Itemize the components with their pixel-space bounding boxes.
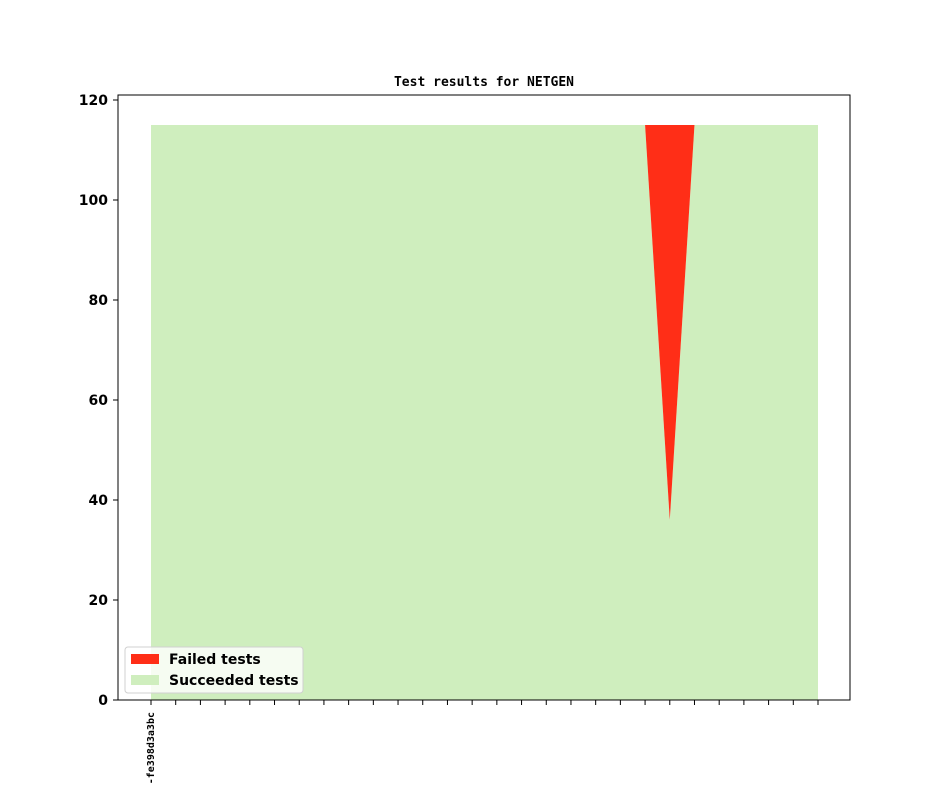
x-axis: -fe398d3a3bc — [146, 700, 819, 784]
y-tick-label: 120 — [79, 93, 108, 109]
y-tick-label: 60 — [89, 393, 109, 409]
legend-label-failed: Failed tests — [169, 652, 261, 668]
area-succeeded-tests — [151, 125, 818, 700]
chart-title: Test results for NETGEN — [394, 75, 574, 90]
y-tick-label: 40 — [89, 493, 109, 509]
legend-swatch-failed — [131, 654, 159, 664]
y-tick-label: 20 — [89, 593, 109, 609]
y-axis: 0 20 40 60 80 100 120 — [79, 93, 118, 709]
y-tick-label: 100 — [79, 193, 108, 209]
area-layer — [151, 125, 818, 700]
legend-swatch-succeeded — [131, 675, 159, 685]
x-tick-label: -fe398d3a3bc — [146, 712, 157, 784]
y-tick-label: 0 — [98, 693, 108, 709]
plot-frame — [117, 94, 851, 701]
y-tick-label: 80 — [89, 293, 109, 309]
legend-label-succeeded: Succeeded tests — [169, 673, 299, 689]
legend-frame — [124, 646, 304, 694]
legend: Failed tests Succeeded tests — [124, 646, 304, 694]
